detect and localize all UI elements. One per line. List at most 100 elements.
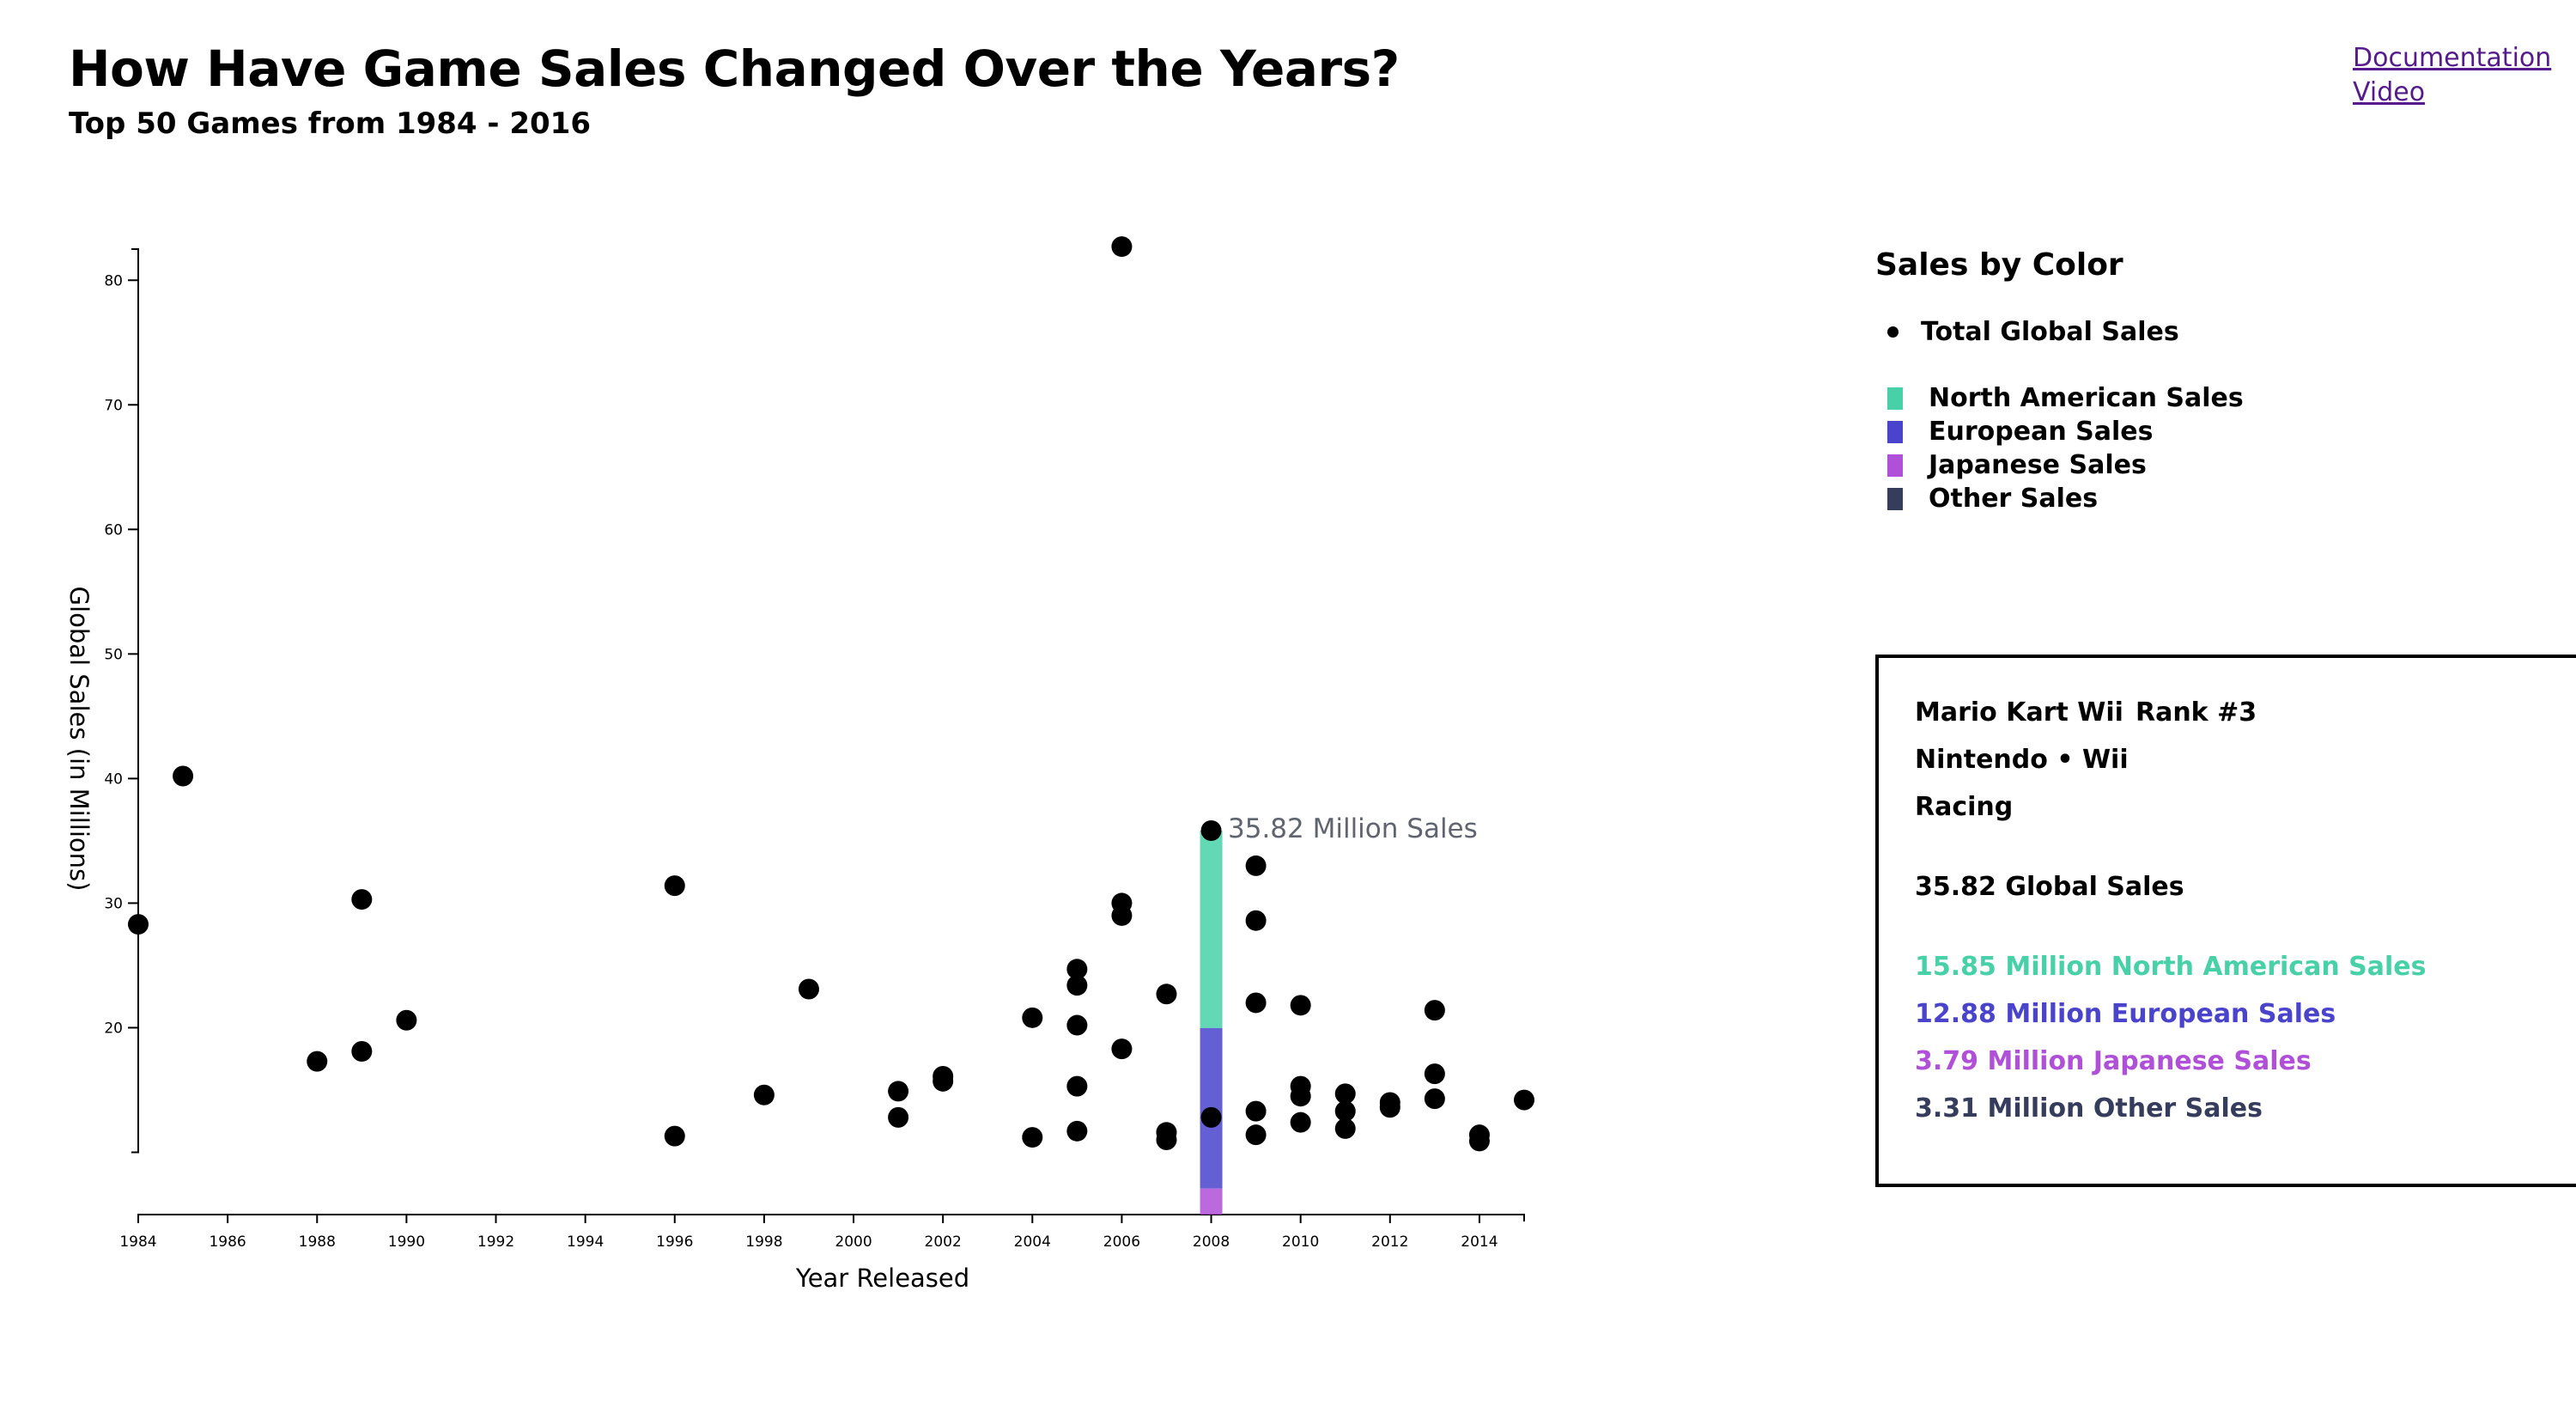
x-tick-label: 2010	[1282, 1233, 1319, 1251]
y-tick-label: 40	[104, 770, 123, 788]
data-point	[1022, 1007, 1043, 1028]
data-point	[1334, 1118, 1356, 1139]
legend-total-label: Total Global Sales	[1921, 317, 2179, 347]
data-point	[1514, 1089, 1534, 1111]
data-point	[1066, 1075, 1088, 1097]
game-eu-sales: 12.88 Million European Sales	[1915, 999, 2336, 1029]
data-point	[1424, 1088, 1445, 1110]
y-tick-label: 30	[104, 895, 123, 912]
legend-label: Japanese Sales	[1929, 450, 2147, 480]
legend-label: European Sales	[1929, 417, 2154, 447]
legend-label: North American Sales	[1929, 383, 2244, 413]
data-point	[933, 1070, 954, 1092]
game-genre: Racing	[1915, 792, 2014, 822]
data-point	[1066, 1014, 1088, 1036]
game-jp-sales: 3.79 Million Japanese Sales	[1915, 1046, 2312, 1076]
dot-icon	[1887, 326, 1899, 338]
y-axis-label: Global Sales (in Millions)	[64, 587, 94, 892]
data-point	[1424, 1063, 1445, 1085]
data-point	[888, 1106, 909, 1128]
data-point	[664, 1125, 685, 1147]
data-point	[351, 889, 373, 910]
highlight-segment-japanese-sales	[1200, 1188, 1223, 1215]
data-point	[1066, 959, 1088, 980]
x-tick-label: 1994	[567, 1233, 604, 1251]
game-publisher-platform: Nintendo • Wii	[1915, 745, 2129, 775]
game-details-panel: Mario Kart Wii Rank #3 Nintendo • Wii Rac…	[1875, 655, 2576, 1187]
legend-title: Sales by Color	[1875, 247, 2123, 283]
y-tick-label: 60	[104, 521, 123, 539]
hover-tooltip: 35.82 Million Sales	[1228, 813, 1478, 844]
swatch-japanese	[1887, 454, 1903, 477]
swatch-other	[1887, 487, 1903, 510]
data-point	[1066, 975, 1088, 996]
x-axis-label: Year Released	[795, 1264, 969, 1293]
documentation-link[interactable]: Documentation	[2353, 43, 2552, 73]
data-point	[1200, 1106, 1222, 1128]
data-point	[1245, 855, 1267, 876]
x-tick-label: 2012	[1371, 1233, 1408, 1251]
x-tick-label: 2000	[835, 1233, 872, 1251]
data-point	[1111, 1038, 1133, 1060]
data-point	[753, 1084, 775, 1105]
x-tick-label: 1996	[656, 1233, 693, 1251]
x-tick-label: 2002	[925, 1233, 962, 1251]
x-tick-label: 1990	[388, 1233, 425, 1251]
x-tick-label: 2004	[1014, 1233, 1051, 1251]
legend: Sales by Color Total Global Sales North …	[1875, 247, 2244, 515]
x-tick-label: 1992	[477, 1233, 514, 1251]
data-point	[1379, 1097, 1400, 1118]
data-point	[1424, 1000, 1445, 1021]
data-point	[351, 1041, 373, 1063]
header-links: Documentation Video	[2353, 41, 2551, 110]
game-name: Mario Kart Wii	[1915, 697, 2123, 728]
highlight-stacked-bar	[1200, 831, 1223, 1215]
x-tick-label: 1998	[745, 1233, 782, 1251]
game-title-line: Mario Kart Wii Rank #3	[1915, 689, 2545, 736]
legend-item-japanese: Japanese Sales	[1875, 448, 2244, 482]
data-point	[1156, 984, 1177, 1005]
data-point	[1066, 1120, 1088, 1142]
x-tick-label: 2014	[1461, 1233, 1498, 1251]
x-tick-label: 2008	[1193, 1233, 1230, 1251]
legend-item-other: Other Sales	[1875, 482, 2244, 515]
page-subtitle: Top 50 Games from 1984 - 2016	[69, 107, 591, 141]
game-global-sales: 35.82 Global Sales	[1915, 872, 2184, 902]
data-point	[307, 1051, 328, 1072]
data-point	[1290, 1111, 1311, 1133]
legend-label: Other Sales	[1929, 484, 2099, 514]
x-axis-line	[137, 1214, 1525, 1221]
swatch-north-american	[1887, 387, 1903, 410]
page-title: How Have Game Sales Changed Over the Yea…	[69, 40, 1400, 98]
data-point	[798, 978, 819, 1000]
swatch-european	[1887, 420, 1903, 443]
y-tick-label: 70	[104, 397, 123, 414]
data-point	[1245, 910, 1267, 931]
game-rank: Rank #3	[2135, 697, 2257, 728]
y-tick-label: 50	[104, 646, 123, 663]
y-tick-label: 80	[104, 272, 123, 289]
data-point	[1156, 1129, 1177, 1150]
legend-item-european: European Sales	[1875, 415, 2244, 448]
x-tick-label: 1988	[299, 1233, 336, 1251]
data-point	[173, 765, 194, 787]
data-point	[1022, 1127, 1043, 1148]
data-point	[1334, 1100, 1356, 1122]
data-point	[396, 1009, 417, 1031]
data-point	[1245, 992, 1267, 1014]
data-point	[664, 875, 685, 897]
chart-axes: 1984 1986 1988 1990 1992 1994 1996 1998 2000 2002…	[104, 248, 1525, 1251]
legend-item-total: Total Global Sales	[1875, 315, 2244, 349]
chart-points	[128, 236, 1534, 1152]
data-point	[1200, 820, 1222, 842]
data-point	[1111, 236, 1133, 258]
game-na-sales: 15.85 Million North American Sales	[1915, 952, 2427, 982]
highlight-segment-north-american-sales	[1200, 831, 1223, 1028]
y-tick-label: 20	[104, 1020, 123, 1037]
y-axis-line	[131, 248, 139, 1154]
video-link[interactable]: Video	[2353, 77, 2426, 107]
x-tick-label: 1984	[119, 1233, 156, 1251]
data-point	[888, 1081, 909, 1102]
data-point	[1245, 1100, 1267, 1122]
